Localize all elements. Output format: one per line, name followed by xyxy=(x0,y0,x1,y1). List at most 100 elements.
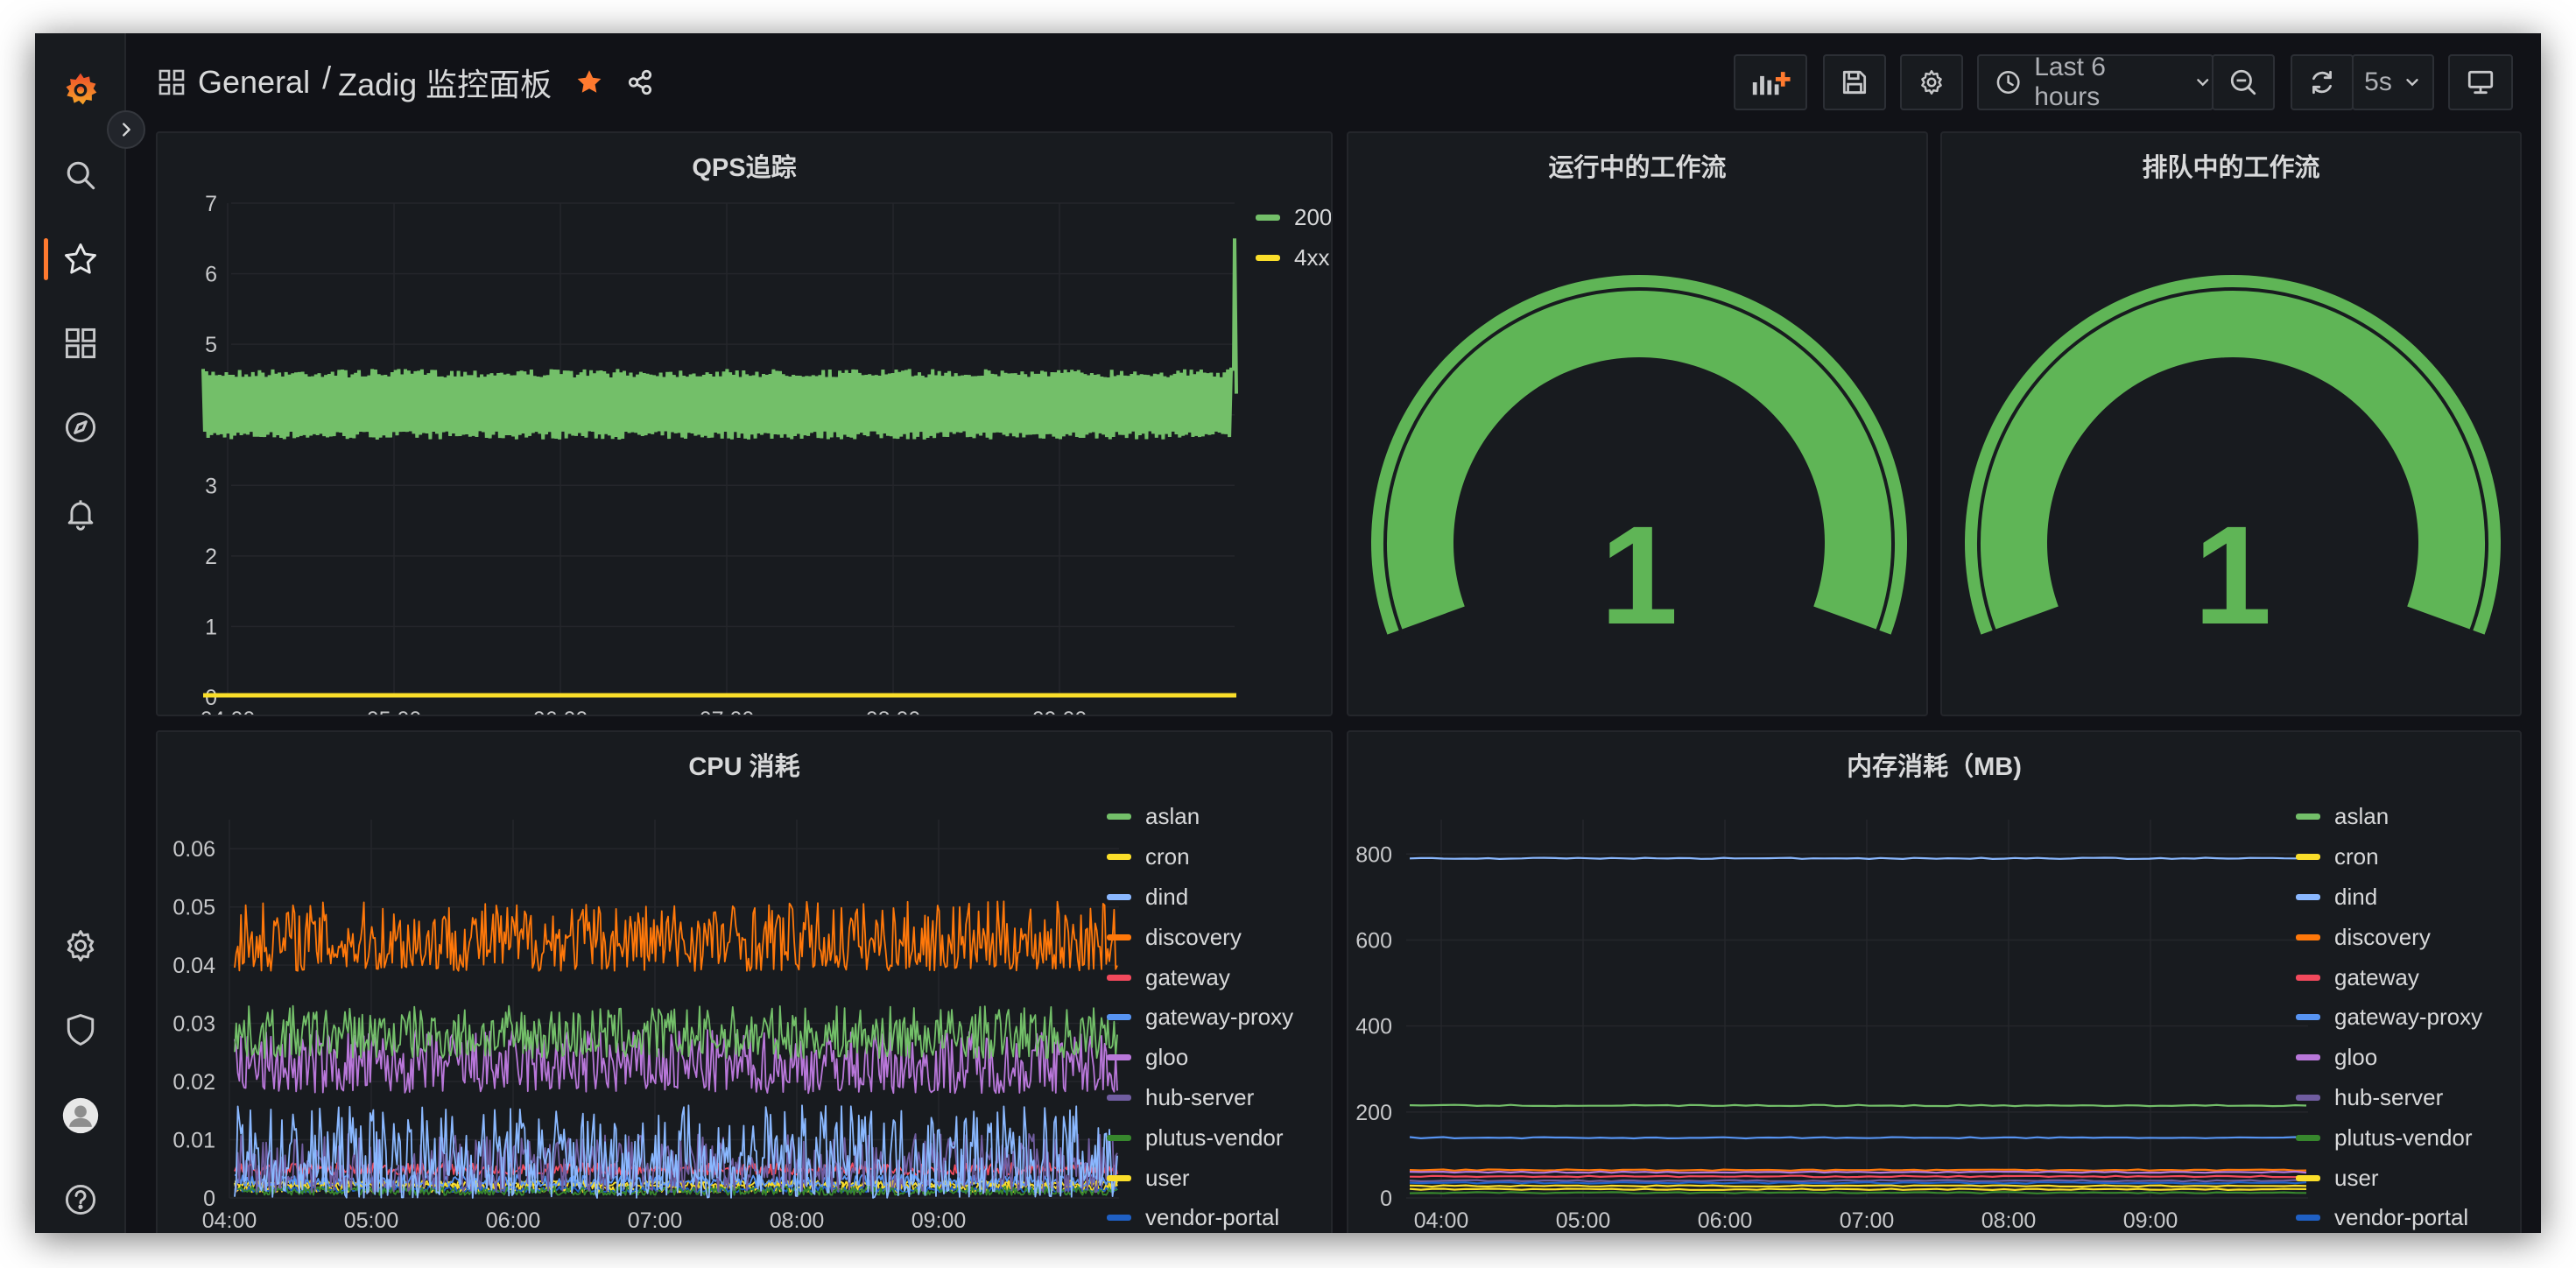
legend-item[interactable]: dind xyxy=(1107,877,1293,918)
series-user-line xyxy=(1409,1187,2307,1192)
legend-item[interactable]: gloo xyxy=(2296,1038,2482,1078)
x-tick-label: 05:00 xyxy=(1556,1208,1611,1233)
y-tick-label: 200 xyxy=(1355,1101,1392,1125)
x-tick-label: 04:00 xyxy=(1414,1208,1469,1233)
legend-item[interactable]: 4xx xyxy=(1256,238,1331,278)
legend-item[interactable]: plutus-vendor xyxy=(1107,1117,1293,1158)
add-panel-icon xyxy=(1752,72,1791,95)
legend-item[interactable]: discovery xyxy=(2296,917,2482,957)
gauge-arc xyxy=(1965,275,2501,635)
legend-swatch xyxy=(1107,1134,1131,1141)
x-tick-label: 08:00 xyxy=(770,1208,825,1233)
series-gloo-line xyxy=(1409,1170,2307,1174)
legend-item[interactable]: gloo xyxy=(1107,1038,1293,1078)
legend-label: vendor-portal xyxy=(2334,1204,2469,1231)
y-tick-label: 0.06 xyxy=(172,837,215,862)
tv-mode-button[interactable] xyxy=(2448,54,2513,110)
x-tick-label: 06:00 xyxy=(486,1208,541,1233)
help-icon[interactable] xyxy=(60,1179,102,1221)
refresh-interval-picker[interactable]: 5s xyxy=(2352,54,2434,110)
panel-queued-workflows[interactable]: 排队中的工作流 1 xyxy=(1940,131,2522,716)
series-gateway-line xyxy=(1409,1174,2307,1179)
dashboards-grid-icon[interactable] xyxy=(60,322,102,364)
panel-running-workflows[interactable]: 运行中的工作流 1 xyxy=(1347,131,1928,716)
grafana-app: General / Zadig 监控面板 Last 6 hours xyxy=(35,33,2541,1233)
star-icon[interactable] xyxy=(60,238,102,280)
clock-icon xyxy=(1996,71,2020,94)
panel-title: 内存消耗（MB) xyxy=(1847,753,2022,781)
series-plutus-vendor-line xyxy=(1409,1191,2307,1194)
legend-swatch xyxy=(1107,1054,1131,1061)
legend-label: user xyxy=(1145,1164,1190,1191)
legend-item[interactable]: gateway xyxy=(1107,957,1293,997)
x-tick-label: 05:00 xyxy=(344,1208,399,1233)
star-favorite-icon[interactable] xyxy=(574,67,604,97)
memory-chart[interactable]: 0 200 400 600 800 04:00 05:00 06:00 07:00 08:00 09… xyxy=(1348,732,2522,1233)
legend-item[interactable]: user xyxy=(2296,1158,2482,1198)
y-tick-label: 400 xyxy=(1355,1015,1392,1039)
share-icon[interactable] xyxy=(625,67,655,97)
legend-item[interactable]: plutus-vendor xyxy=(2296,1117,2482,1158)
legend-item[interactable]: cron xyxy=(2296,837,2482,877)
save-dashboard-button[interactable] xyxy=(1823,54,1886,110)
dashboard-title[interactable]: Zadig 监控面板 xyxy=(338,67,553,102)
legend-item[interactable]: user xyxy=(1107,1158,1293,1198)
queued-gauge: 1 xyxy=(1965,275,2501,653)
legend-item[interactable]: aslan xyxy=(2296,797,2482,837)
legend-item[interactable]: aslan xyxy=(1107,797,1293,837)
legend-item[interactable]: gateway xyxy=(2296,957,2482,997)
x-tick-label: 07:00 xyxy=(628,1208,683,1233)
legend-swatch xyxy=(1107,854,1131,861)
alerting-bell-icon[interactable] xyxy=(60,492,102,534)
legend-item[interactable]: dind xyxy=(2296,877,2482,918)
chevron-down-icon xyxy=(2406,79,2418,87)
avatar[interactable] xyxy=(60,1095,102,1137)
panel-cpu-usage[interactable]: CPU 消耗 0 0.01 0.02 0.03 0.04 0.05 0.06 04:00 05:… xyxy=(156,730,1333,1233)
breadcrumb-folder[interactable]: General xyxy=(198,64,311,100)
panel-title: 排队中的工作流 xyxy=(2142,154,2320,182)
refresh-button[interactable] xyxy=(2291,54,2354,110)
legend-item[interactable]: vendor-portal xyxy=(1107,1198,1293,1233)
monitor-icon xyxy=(2467,70,2494,95)
panel-title: 运行中的工作流 xyxy=(1548,154,1727,182)
legend-item[interactable]: 200 xyxy=(1256,198,1331,238)
legend-item[interactable]: gateway-proxy xyxy=(1107,997,1293,1038)
gauge-arc xyxy=(1371,275,1907,635)
sidebar-expand-button[interactable] xyxy=(107,110,145,149)
gear-icon[interactable] xyxy=(60,925,102,967)
series-discovery-line xyxy=(1409,1168,2307,1172)
x-tick-label: 09:00 xyxy=(911,1208,967,1233)
legend-item[interactable]: cron xyxy=(1107,837,1293,877)
shield-icon[interactable] xyxy=(60,1009,102,1051)
cpu-chart[interactable]: 0 0.01 0.02 0.03 0.04 0.05 0.06 04:00 05:00 06:00… xyxy=(158,732,1333,1233)
search-icon[interactable] xyxy=(60,154,102,196)
panel-qps[interactable]: QPS追踪 0123456704:0005:0006:0007:0008:000… xyxy=(156,131,1333,716)
top-navbar: General / Zadig 监控面板 Last 6 hours xyxy=(126,33,2541,131)
legend-item[interactable]: gateway-proxy xyxy=(2296,997,2482,1038)
y-tick-label: 0.05 xyxy=(172,896,215,920)
y-tick-label: 0 xyxy=(203,1187,215,1211)
legend-label: vendor-portal xyxy=(1145,1204,1280,1231)
legend-item[interactable]: hub-server xyxy=(1107,1078,1293,1118)
legend-item[interactable]: vendor-portal xyxy=(2296,1198,2482,1233)
dashboard-settings-button[interactable] xyxy=(1900,54,1963,110)
legend-item[interactable]: discovery xyxy=(1107,917,1293,957)
explore-compass-icon[interactable] xyxy=(60,406,102,448)
panel-memory-usage[interactable]: 内存消耗（MB) 0 200 400 600 800 04:00 05:00 06:00 07:… xyxy=(1347,730,2522,1233)
legend-swatch xyxy=(1107,893,1131,900)
legend-label: gloo xyxy=(2334,1044,2378,1071)
grafana-logo-icon[interactable] xyxy=(60,68,102,110)
legend-label: hub-server xyxy=(1145,1083,1255,1110)
zoom-out-button[interactable] xyxy=(2212,54,2275,110)
time-range-picker[interactable]: Last 6 hours xyxy=(1977,53,2214,111)
legend-label: dind xyxy=(1145,883,1189,910)
legend-label: hub-server xyxy=(2334,1083,2444,1110)
add-panel-button[interactable] xyxy=(1734,54,1807,110)
legend-swatch xyxy=(2296,854,2320,861)
gauge-value: 1 xyxy=(1601,497,1679,653)
qps-legend: 200 4xx xyxy=(1256,198,1331,278)
legend-swatch xyxy=(1107,1094,1131,1101)
legend-item[interactable]: hub-server xyxy=(2296,1078,2482,1118)
breadcrumb: General / Zadig 监控面板 xyxy=(158,60,655,105)
